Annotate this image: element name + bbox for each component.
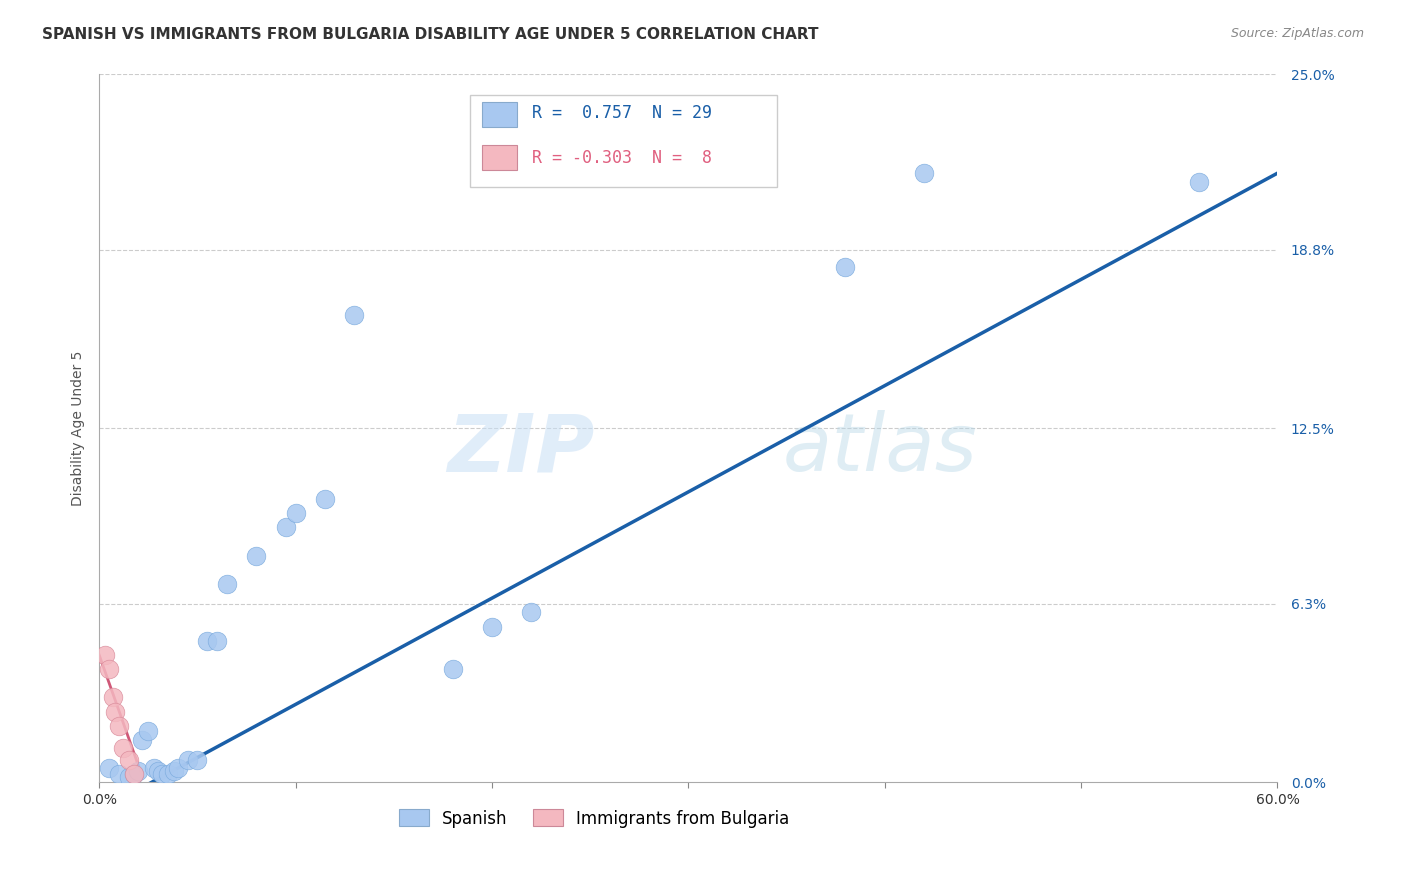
Legend: Spanish, Immigrants from Bulgaria: Spanish, Immigrants from Bulgaria [392, 803, 796, 834]
Point [107, 719, 129, 733]
Point [117, 753, 139, 767]
Point [186, 753, 208, 767]
Point [166, 761, 188, 775]
Point [176, 753, 198, 767]
Point [215, 577, 238, 591]
Point [124, 767, 146, 781]
Point [143, 761, 166, 775]
Point [97, 761, 120, 775]
Point [314, 491, 336, 506]
Bar [482, 103, 517, 128]
Point [104, 705, 127, 719]
Text: R =  0.757  N = 29: R = 0.757 N = 29 [531, 104, 711, 122]
Point [274, 520, 297, 534]
Text: R = -0.303  N =  8: R = -0.303 N = 8 [531, 149, 711, 167]
Point [94, 648, 117, 662]
Point [107, 767, 129, 781]
Point [101, 690, 124, 705]
Point [284, 506, 307, 520]
Point [245, 549, 267, 563]
Point [136, 724, 159, 739]
Point [146, 764, 169, 778]
Bar [482, 145, 517, 169]
Point [912, 166, 935, 180]
Point [131, 732, 153, 747]
Point [117, 770, 139, 784]
Text: ZIP: ZIP [447, 410, 593, 489]
Point [111, 741, 134, 756]
Point [481, 619, 503, 633]
Point [343, 308, 366, 322]
Point [1188, 175, 1211, 189]
Point [195, 633, 218, 648]
Point [150, 767, 173, 781]
FancyBboxPatch shape [470, 95, 776, 187]
Point [97, 662, 120, 676]
Point [441, 662, 464, 676]
Text: atlas: atlas [783, 410, 977, 489]
Point [127, 764, 149, 778]
Point [834, 260, 856, 274]
Y-axis label: Disability Age Under 5: Disability Age Under 5 [72, 351, 86, 506]
Point [156, 767, 179, 781]
Point [205, 633, 228, 648]
Point [163, 764, 186, 778]
Point [124, 767, 146, 781]
Text: SPANISH VS IMMIGRANTS FROM BULGARIA DISABILITY AGE UNDER 5 CORRELATION CHART: SPANISH VS IMMIGRANTS FROM BULGARIA DISA… [42, 27, 818, 42]
Text: Source: ZipAtlas.com: Source: ZipAtlas.com [1230, 27, 1364, 40]
Point [520, 605, 543, 619]
